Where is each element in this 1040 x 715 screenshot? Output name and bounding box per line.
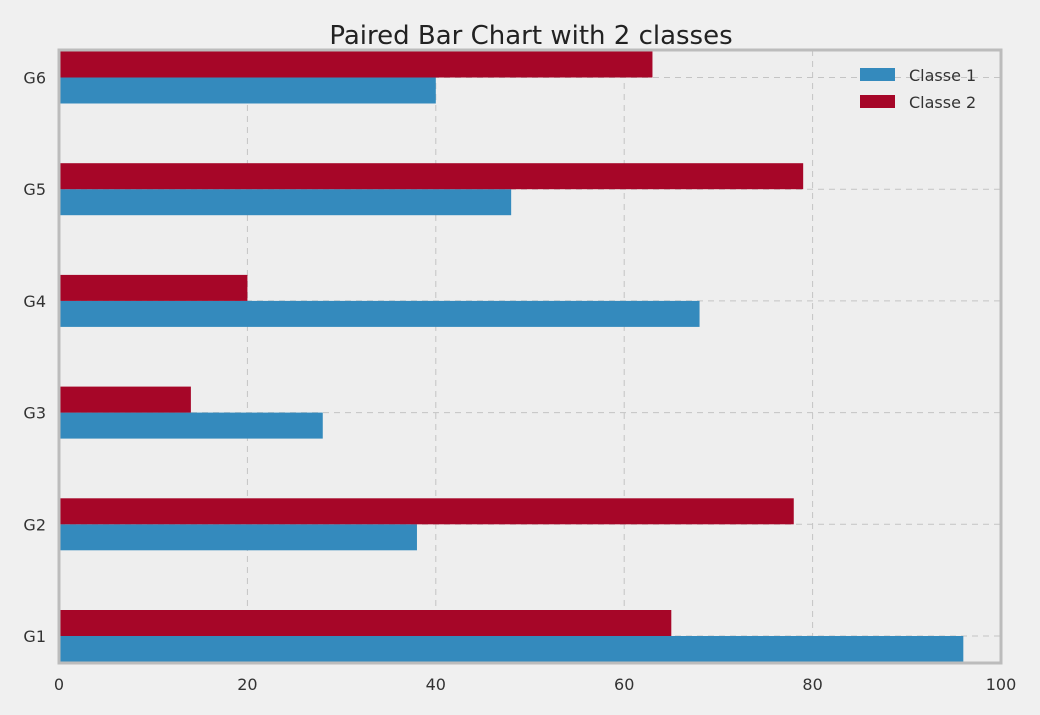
y-tick-label: G6	[23, 69, 46, 88]
chart-title: Paired Bar Chart with 2 classes	[329, 21, 732, 51]
bar-classe-2-g4	[59, 274, 248, 301]
bar-classe-1-g1	[59, 636, 964, 662]
legend-label-classe-1: Classe 1	[909, 66, 976, 85]
bar-classe-1-g4	[59, 300, 700, 327]
x-tick-label: 100	[986, 675, 1017, 694]
bar-classe-2-g6	[59, 51, 653, 78]
bar-classe-1-g2	[59, 524, 417, 551]
y-tick-label: G1	[23, 627, 46, 646]
bar-classe-2-g3	[59, 386, 191, 413]
y-tick-label: G3	[23, 404, 46, 423]
legend-label-classe-2: Classe 2	[909, 93, 976, 112]
bar-classe-2-g1	[59, 610, 672, 636]
x-tick-label: 80	[802, 675, 822, 694]
x-axis-ticks: 0 20 40 60 80 100	[54, 675, 1016, 694]
x-tick-label: 60	[614, 675, 634, 694]
legend-swatch-classe-2	[860, 95, 895, 108]
y-tick-label: G5	[23, 180, 46, 199]
y-tick-label: G2	[23, 515, 46, 534]
bar-classe-2-g5	[59, 163, 804, 190]
y-axis-ticks: G1 G2 G3 G4 G5 G6	[23, 69, 46, 647]
x-tick-label: 0	[54, 675, 64, 694]
legend: Classe 1 Classe 2	[860, 66, 976, 112]
plot-frame	[57, 48, 1003, 665]
bar-classe-1-g5	[59, 189, 512, 216]
bar-classe-2-g2	[59, 498, 794, 525]
legend-swatch-classe-1	[860, 68, 895, 81]
x-tick-label: 20	[237, 675, 257, 694]
bars	[59, 51, 964, 662]
bar-classe-1-g3	[59, 412, 323, 439]
y-tick-label: G4	[23, 292, 46, 311]
plot-area	[59, 50, 1001, 663]
bar-classe-1-g6	[59, 77, 436, 104]
x-tick-label: 40	[426, 675, 446, 694]
